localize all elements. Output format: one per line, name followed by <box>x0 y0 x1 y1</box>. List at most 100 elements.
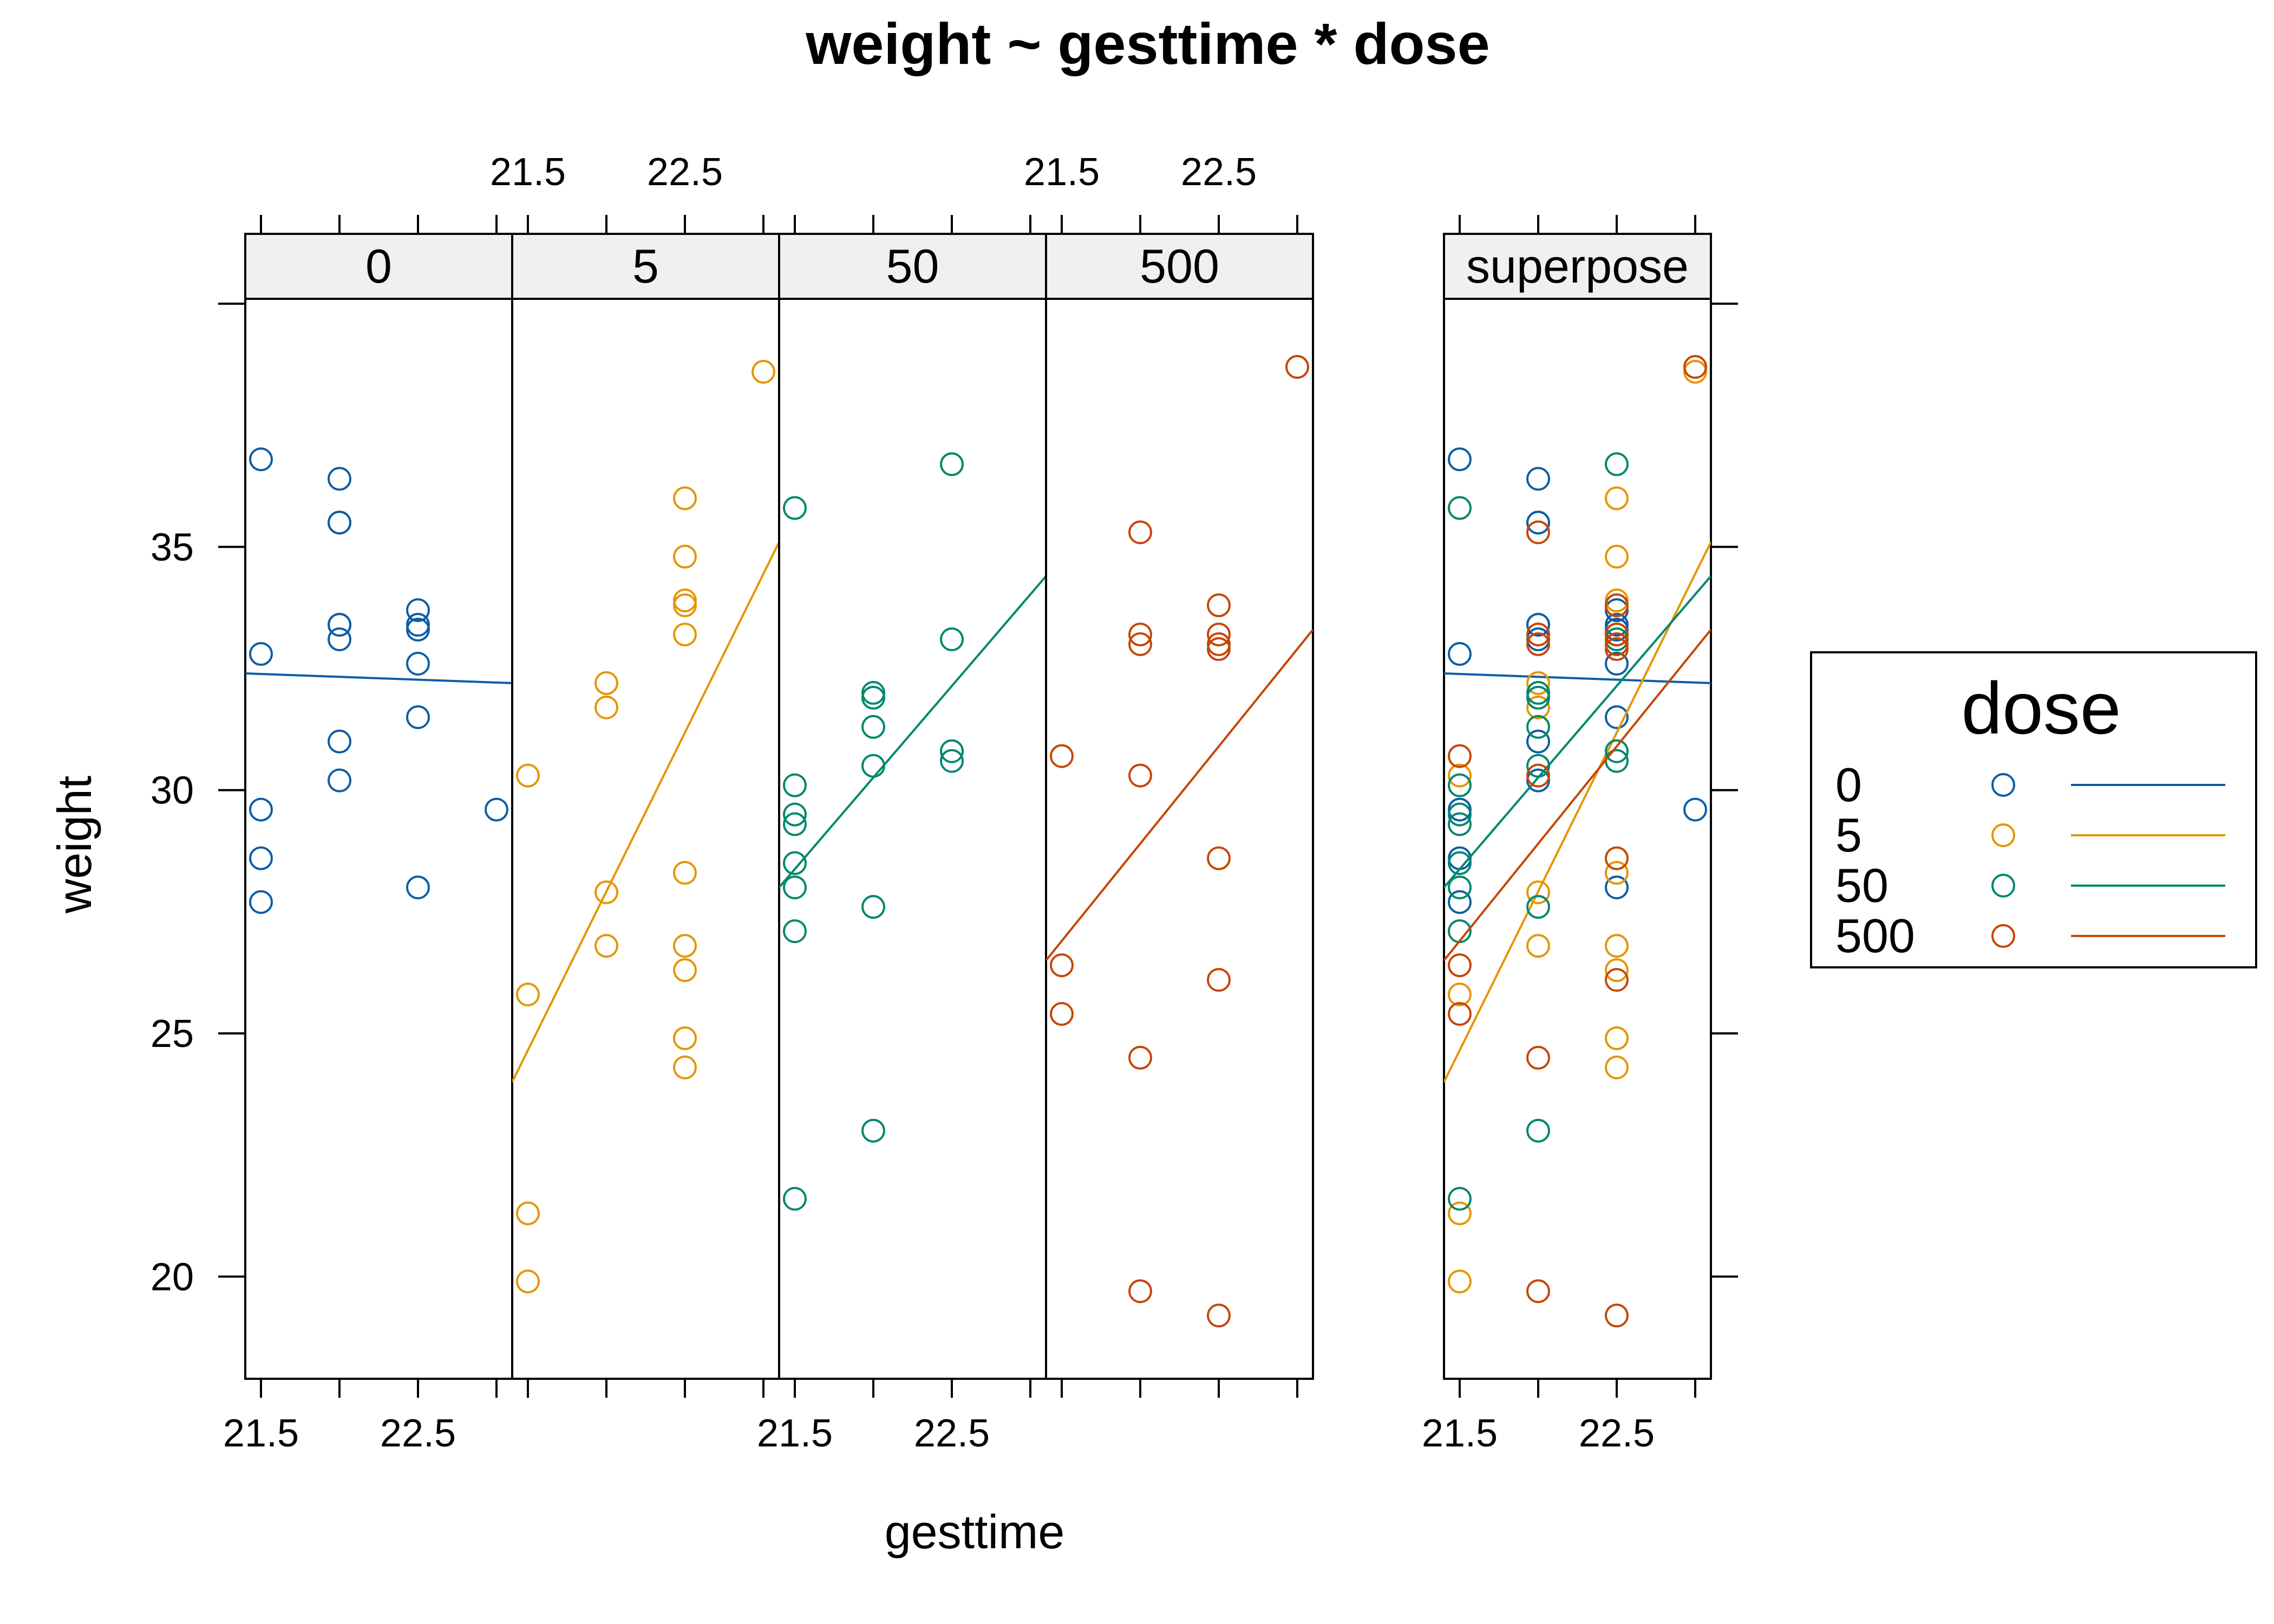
point-dose-50 <box>861 1118 885 1143</box>
point-dose-500 <box>1128 763 1152 788</box>
point-dose-5 <box>1448 983 1472 1007</box>
point-dose-500 <box>1448 744 1472 768</box>
point-dose-50 <box>940 452 964 476</box>
point-dose-0 <box>328 467 351 491</box>
point-dose-5 <box>594 934 618 958</box>
point-dose-0 <box>1605 705 1629 729</box>
legend-title: dose <box>1962 667 2121 749</box>
point-dose-0 <box>1526 627 1550 652</box>
fit-line-dose-5 <box>512 541 779 1083</box>
panel-frame-superpose <box>1443 298 1712 1380</box>
point-dose-50 <box>783 812 807 836</box>
point-dose-500 <box>1448 1002 1472 1026</box>
point-dose-5 <box>516 983 540 1007</box>
strip-500 <box>1045 233 1314 300</box>
point-dose-500 <box>1207 637 1231 662</box>
point-dose-500 <box>1526 520 1550 545</box>
point-dose-500 <box>1207 1304 1231 1328</box>
point-dose-500 <box>1526 1045 1550 1070</box>
point-dose-50 <box>1526 754 1550 778</box>
fit-line-dose-0 <box>1444 672 1711 684</box>
x-tick-label-top: 21.5 <box>1024 150 1100 194</box>
point-dose-500 <box>1128 623 1152 647</box>
point-dose-0 <box>485 797 508 822</box>
legend-label-500: 500 <box>1835 909 1915 962</box>
point-dose-500 <box>1526 623 1550 647</box>
point-dose-5 <box>516 1201 540 1226</box>
point-dose-500 <box>1526 1279 1550 1304</box>
point-dose-0 <box>328 768 351 793</box>
point-dose-5 <box>1605 958 1629 983</box>
point-dose-50 <box>861 895 885 919</box>
point-dose-500 <box>1128 520 1152 545</box>
point-dose-5 <box>673 861 697 885</box>
point-dose-5 <box>1526 671 1550 695</box>
point-dose-0 <box>249 890 273 914</box>
point-dose-50 <box>1605 749 1629 773</box>
strip-0 <box>244 233 513 300</box>
point-dose-0 <box>1448 642 1472 666</box>
point-dose-50 <box>1526 680 1550 705</box>
point-dose-50 <box>1448 1187 1472 1211</box>
point-dose-50 <box>1526 1118 1550 1143</box>
point-dose-50 <box>1448 851 1472 875</box>
panel-content-50 <box>779 452 1046 1211</box>
point-dose-0 <box>1605 651 1629 676</box>
point-dose-5 <box>594 671 618 695</box>
point-dose-5 <box>1526 880 1550 905</box>
point-dose-500 <box>1128 1045 1152 1070</box>
point-dose-500 <box>1285 355 1309 379</box>
point-dose-500 <box>1050 953 1074 978</box>
panel-content-500 <box>1046 355 1313 1328</box>
point-dose-50 <box>783 496 807 520</box>
point-dose-5 <box>1448 1269 1472 1294</box>
panel-5: 5 21.5 22.5 <box>490 150 780 1398</box>
strip-label-500: 500 <box>1140 239 1219 293</box>
point-dose-500 <box>1605 637 1629 662</box>
point-dose-500 <box>1605 1304 1629 1328</box>
point-dose-50 <box>861 754 885 778</box>
point-dose-5 <box>752 359 775 384</box>
legend-symbol-50 <box>1991 874 2015 898</box>
x-tick-label-top: 22.5 <box>1181 150 1257 194</box>
point-dose-50 <box>940 739 964 763</box>
x-tick-label: 21.5 <box>223 1412 299 1455</box>
point-dose-5 <box>1526 695 1550 719</box>
point-dose-500 <box>1207 593 1231 618</box>
point-dose-0 <box>1605 875 1629 900</box>
point-dose-0 <box>328 627 351 652</box>
x-tick-label-top: 21.5 <box>490 150 566 194</box>
point-dose-0 <box>1448 890 1472 914</box>
point-dose-500 <box>1207 968 1231 992</box>
point-dose-0 <box>1526 510 1550 535</box>
point-dose-5 <box>1605 1026 1629 1050</box>
point-dose-0 <box>249 642 273 666</box>
fit-line-dose-500 <box>1046 628 1313 961</box>
legend-symbol-500 <box>1991 924 2015 948</box>
panel-frame-500 <box>1045 298 1314 1380</box>
panel-50: 50 21.5 22.5 <box>757 215 1047 1455</box>
point-dose-5 <box>673 623 697 647</box>
fit-line-dose-5 <box>1444 541 1711 1083</box>
strip-label-50: 50 <box>886 239 939 293</box>
point-dose-50 <box>1448 773 1472 797</box>
point-dose-50 <box>783 919 807 944</box>
point-dose-500 <box>1683 355 1707 379</box>
point-dose-0 <box>328 510 351 535</box>
point-dose-0 <box>1448 447 1472 472</box>
fit-line-dose-50 <box>1444 575 1711 888</box>
point-dose-500 <box>1526 763 1550 788</box>
point-dose-500 <box>1128 632 1152 657</box>
point-dose-5 <box>673 958 697 983</box>
point-dose-0 <box>1526 729 1550 754</box>
panel-superpose: superpose 21.5 22.5 <box>1422 215 1738 1455</box>
point-dose-0 <box>406 613 430 637</box>
point-dose-500 <box>1050 1002 1074 1026</box>
panel-content-superpose <box>1444 355 1711 1328</box>
fit-line-dose-500 <box>1444 628 1711 961</box>
point-dose-500 <box>1605 593 1629 618</box>
point-dose-50 <box>1605 627 1629 652</box>
point-dose-5 <box>516 763 540 788</box>
point-dose-5 <box>516 1269 540 1294</box>
